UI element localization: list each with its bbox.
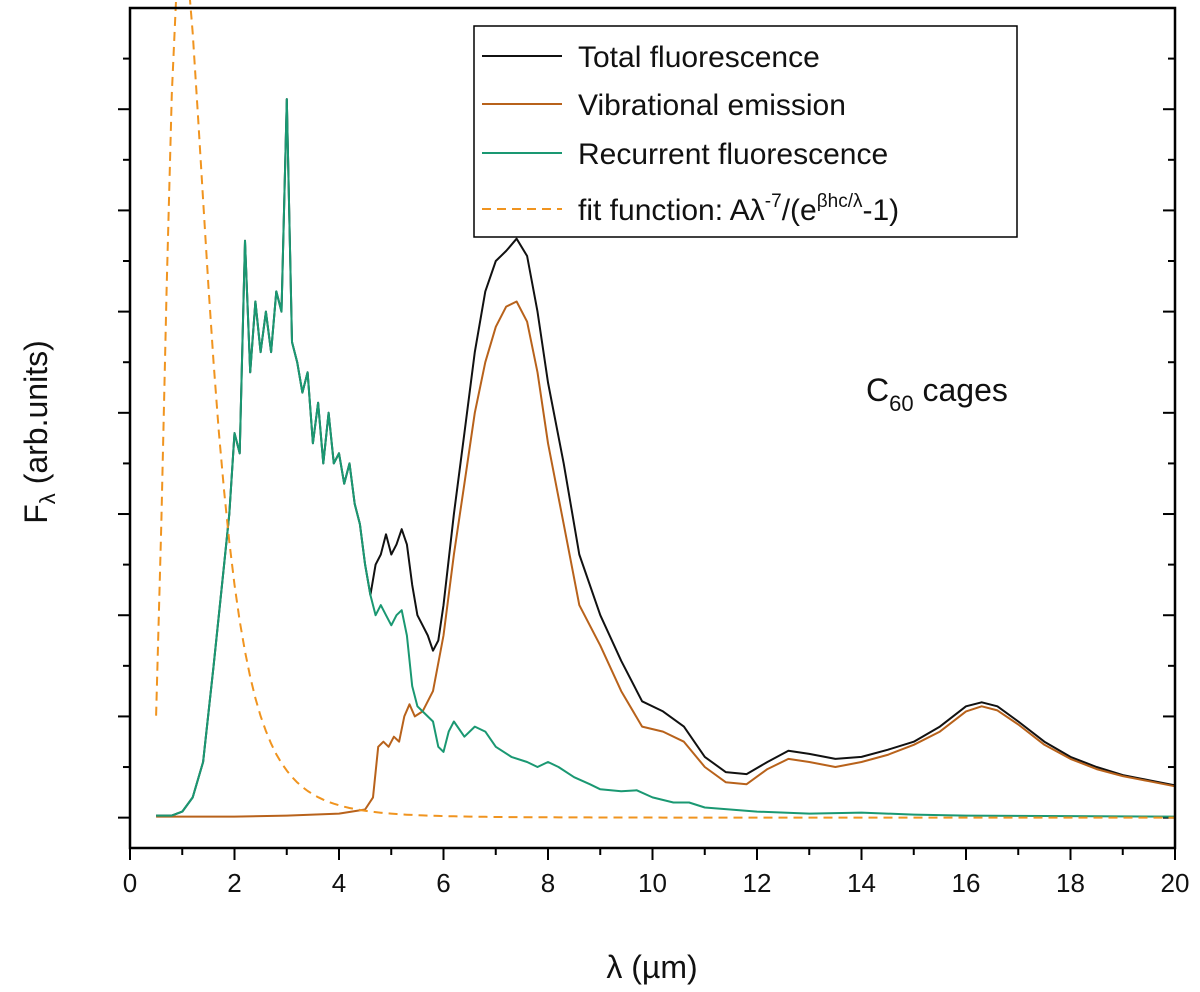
legend-box (473, 25, 1018, 238)
x-tick-label-6: 6 (436, 868, 450, 898)
x-tick-label-8: 8 (541, 868, 555, 898)
legend-label-fit: fit function: Aλ-7/(eβhc/λ-1) (578, 191, 899, 227)
x-tick-label-18: 18 (1056, 868, 1085, 898)
x-axis-label: λ (µm) (606, 949, 697, 985)
axis-ticks: 0 2 4 6 8 10 12 14 16 18 20 (118, 57, 1190, 898)
y-axis-label-main: F (18, 504, 54, 524)
y-axis-label: Fλ (arb.units) (18, 340, 60, 523)
legend-label-vibrational: Vibrational emission (578, 89, 846, 122)
x-tick-label-2: 2 (227, 868, 241, 898)
annotation-sub: 60 (889, 391, 913, 416)
legend-fit-post: -1) (862, 194, 899, 227)
plot-frame (128, 6, 1177, 850)
x-tick-label-14: 14 (847, 868, 876, 898)
y-axis-label-sub: λ (35, 493, 60, 504)
series-line-vibrational-emission (156, 300, 1176, 818)
legend-label-recurrent: Recurrent fluorescence (578, 138, 888, 171)
x-tick-label-20: 20 (1161, 868, 1190, 898)
legend: Total fluorescence Vibrational emission … (473, 25, 1018, 238)
legend-fit-pre: fit function: Aλ (578, 194, 765, 227)
x-tick-label-16: 16 (952, 868, 981, 898)
annotation-main: C (866, 372, 889, 408)
legend-fit-sup1: -7 (765, 191, 782, 212)
x-tick-label-10: 10 (638, 868, 667, 898)
series-line-recurrent-fluorescence (156, 98, 1176, 818)
legend-label-total: Total fluorescence (578, 41, 820, 74)
y-axis-label-rest: (arb.units) (18, 340, 54, 493)
annotation-c60-cages: C60 cages (866, 372, 1008, 416)
series-layer (155, 0, 1176, 819)
x-tick-label-0: 0 (123, 868, 137, 898)
x-tick-label-12: 12 (743, 868, 772, 898)
series-line-fit-function (155, 0, 1175, 819)
legend-fit-sup2: βhc/λ (817, 191, 863, 212)
legend-fit-mid: /(e (782, 194, 817, 227)
annotation-rest: cages (914, 372, 1008, 408)
x-tick-label-4: 4 (332, 868, 346, 898)
